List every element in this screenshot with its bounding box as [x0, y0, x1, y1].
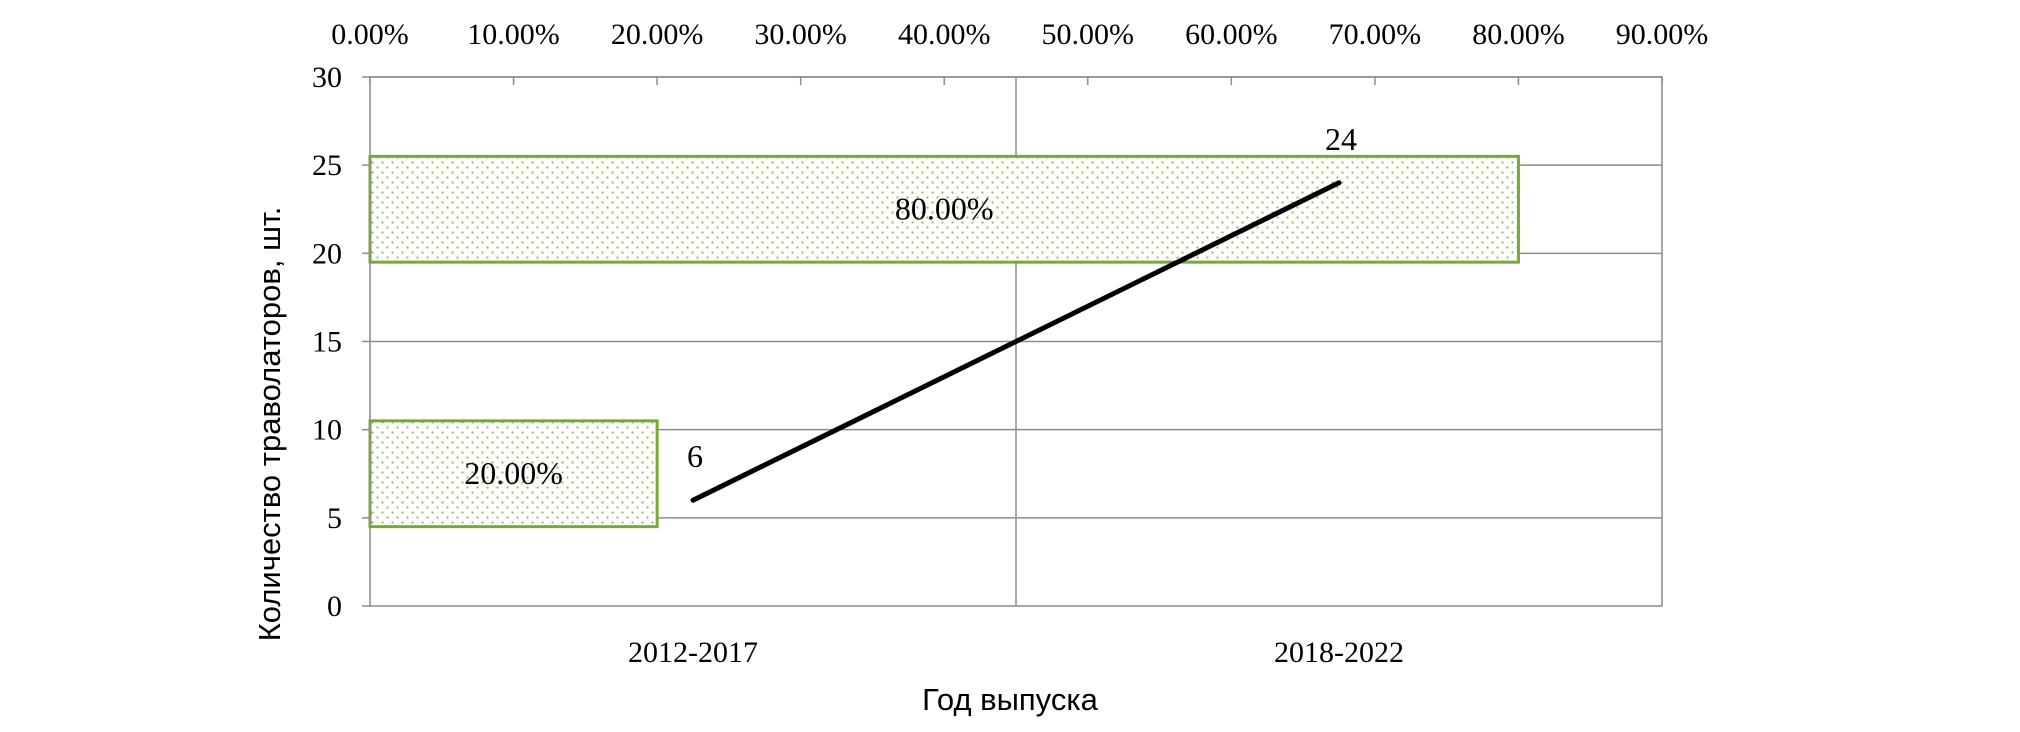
top-tick-label: 40.00% — [898, 18, 991, 51]
line-series-group — [690, 180, 1342, 503]
y-tick-label: 5 — [327, 502, 342, 535]
plot-area-border — [369, 76, 1663, 607]
top-tick-label: 30.00% — [754, 18, 847, 51]
top-tick-label: 60.00% — [1185, 18, 1278, 51]
x-category-label: 2018-2022 — [1274, 636, 1404, 669]
y-tick-label: 25 — [312, 149, 342, 182]
axes-group: 0 5 10 15 20 25 30 0.00% 10.00% 20.00% 30.00% 40.00… — [312, 18, 1708, 669]
top-tick-label: 10.00% — [467, 18, 560, 51]
top-tick-label: 70.00% — [1329, 18, 1422, 51]
top-tick-label: 20.00% — [611, 18, 704, 51]
x-category-label: 2012-2017 — [628, 636, 758, 669]
y-tick-label: 15 — [312, 326, 342, 359]
y-axis-title: Количество траволаторов, шт. — [252, 207, 287, 642]
line-data-label: 24 — [1325, 121, 1357, 157]
bars-group — [368, 154, 1520, 529]
top-tick-label: 80.00% — [1472, 18, 1565, 51]
data-labels-group: 20.00% 80.00% 6 24 — [464, 121, 1357, 491]
top-tick-label: 90.00% — [1616, 18, 1709, 51]
top-tick-label: 0.00% — [331, 18, 409, 51]
y-tick-label: 0 — [327, 590, 342, 623]
bar-data-label: 80.00% — [895, 190, 994, 226]
x-axis-title: Год выпуска — [922, 682, 1098, 717]
y-tick-label: 30 — [312, 61, 342, 94]
top-tick-label: 50.00% — [1042, 18, 1135, 51]
line-series — [690, 180, 1342, 503]
y-tick-label: 10 — [312, 414, 342, 447]
y-tick-label: 20 — [312, 237, 342, 270]
bar — [368, 154, 1520, 264]
line-data-label: 6 — [687, 438, 703, 474]
bar-data-label: 20.00% — [464, 455, 563, 491]
